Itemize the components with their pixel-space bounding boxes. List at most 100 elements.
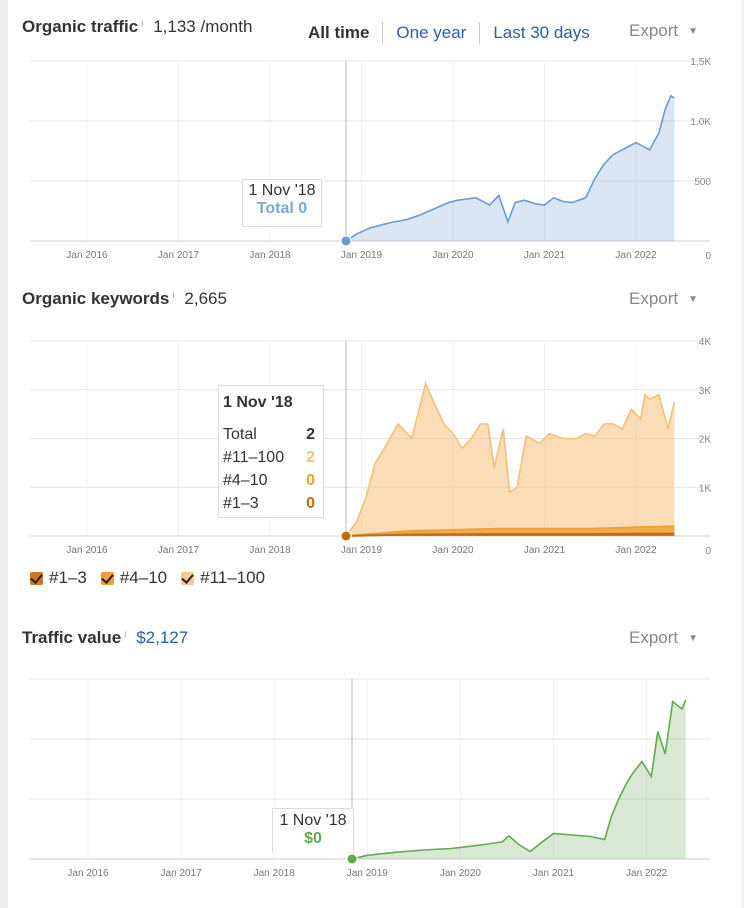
keywords-tooltip-date: 1 Nov '18 bbox=[223, 394, 293, 411]
series-line-0 bbox=[345, 94, 675, 242]
x-tick-label: Jan 2022 bbox=[626, 868, 668, 879]
time-range-selector: All time One year Last 30 days bbox=[308, 22, 603, 44]
x-tick-label: Jan 2017 bbox=[161, 868, 203, 879]
marker-dot bbox=[341, 236, 351, 246]
traffic-tooltip-total: Total 0 bbox=[243, 200, 321, 218]
keywords-tooltip-row: #11–100 2 bbox=[223, 446, 319, 469]
keywords-tooltip-label: #1–3 bbox=[223, 495, 259, 512]
value-tooltip: 1 Nov '18 $0 bbox=[272, 808, 354, 853]
traffic-tooltip-date: 1 Nov '18 bbox=[248, 182, 316, 199]
keywords-value: 2,665 bbox=[184, 289, 227, 308]
x-tick-label: Jan 2021 bbox=[524, 545, 566, 556]
checkbox-icon[interactable] bbox=[30, 571, 43, 585]
chevron-down-icon: ▼ bbox=[688, 26, 699, 37]
keywords-tooltip-label: #4–10 bbox=[223, 472, 268, 489]
x-tick-label: Jan 2022 bbox=[615, 545, 657, 556]
y-tick-label: 1.0K bbox=[690, 117, 711, 128]
keywords-legend: #1–3 #4–10 #11–100 bbox=[30, 568, 279, 588]
traffic-tooltip: 1 Nov '18 Total 0 bbox=[242, 179, 322, 227]
traffic-info-icon[interactable]: i bbox=[141, 18, 144, 28]
x-tick-label: Jan 2021 bbox=[533, 868, 575, 879]
x-tick-label: Jan 2019 bbox=[347, 868, 389, 879]
x-tick-label: Jan 2016 bbox=[67, 868, 109, 879]
series-line-0 bbox=[351, 699, 687, 860]
keywords-info-icon[interactable]: i bbox=[172, 290, 175, 300]
y-tick-label: 0 bbox=[705, 251, 711, 262]
value-tooltip-total: $0 bbox=[304, 830, 322, 847]
traffic-tooltip-total-value: 0 bbox=[298, 200, 308, 217]
keywords-tooltip-value: 2 bbox=[306, 426, 315, 443]
value-header: Traffic value i $2,127 bbox=[22, 628, 188, 648]
value-export-button[interactable]: Export ▼ bbox=[629, 628, 698, 648]
series-area-0 bbox=[346, 383, 675, 536]
x-tick-label: Jan 2018 bbox=[249, 250, 291, 261]
y-tick-label: 3K bbox=[699, 386, 712, 397]
keywords-tooltip: 1 Nov '18 Total 2 #11–100 2 #4–10 0 #1–3… bbox=[218, 385, 324, 518]
x-tick-label: Jan 2020 bbox=[432, 250, 474, 261]
traffic-export-label: Export bbox=[629, 21, 679, 40]
keywords-tooltip-label: Total bbox=[223, 426, 257, 443]
series-line-1 bbox=[345, 525, 675, 537]
keywords-tooltip-value: 2 bbox=[306, 449, 315, 466]
value-info-icon[interactable]: i bbox=[124, 629, 127, 639]
traffic-header: Organic traffic i 1,133 /month bbox=[22, 17, 252, 37]
series-area-0 bbox=[346, 95, 675, 241]
x-tick-label: Jan 2020 bbox=[440, 868, 482, 879]
page-left-border bbox=[0, 0, 8, 908]
range-one-year[interactable]: One year bbox=[382, 22, 481, 44]
keywords-header: Organic keywords i 2,665 bbox=[22, 289, 227, 309]
y-tick-label: 500 bbox=[694, 177, 711, 188]
x-tick-label: Jan 2022 bbox=[615, 250, 657, 261]
y-tick-label: 4K bbox=[699, 337, 712, 348]
legend-item-11-100[interactable]: #11–100 bbox=[181, 568, 265, 588]
keywords-tooltip-value: 0 bbox=[306, 472, 315, 489]
y-tick-label: 2K bbox=[699, 435, 712, 446]
x-tick-label: Jan 2016 bbox=[66, 250, 108, 261]
x-tick-label: Jan 2020 bbox=[432, 545, 474, 556]
series-area-0 bbox=[352, 700, 686, 859]
legend-item-1-3[interactable]: #1–3 bbox=[30, 568, 87, 588]
x-tick-label: Jan 2016 bbox=[66, 545, 108, 556]
traffic-title: Organic traffic bbox=[22, 17, 139, 36]
value-export-label: Export bbox=[629, 628, 679, 647]
x-tick-label: Jan 2019 bbox=[341, 545, 383, 556]
traffic-tooltip-total-label: Total bbox=[256, 200, 294, 217]
legend-label: #11–100 bbox=[200, 568, 266, 587]
x-tick-label: Jan 2021 bbox=[524, 250, 566, 261]
x-tick-label: Jan 2017 bbox=[158, 545, 200, 556]
keywords-title: Organic keywords bbox=[22, 289, 170, 308]
range-all-time[interactable]: All time bbox=[308, 23, 370, 42]
x-tick-label: Jan 2018 bbox=[249, 545, 291, 556]
chevron-down-icon: ▼ bbox=[688, 633, 699, 644]
keywords-tooltip-row: #1–3 0 bbox=[223, 492, 319, 515]
value-title: Traffic value bbox=[22, 628, 122, 647]
checkbox-icon[interactable] bbox=[181, 571, 195, 585]
traffic-export-button[interactable]: Export ▼ bbox=[629, 21, 698, 41]
checkbox-icon[interactable] bbox=[100, 571, 114, 585]
legend-label: #4–10 bbox=[119, 568, 168, 587]
legend-item-4-10[interactable]: #4–10 bbox=[100, 568, 168, 588]
traffic-value: 1,133 /month bbox=[153, 17, 253, 36]
keywords-export-button[interactable]: Export ▼ bbox=[629, 289, 698, 309]
keywords-tooltip-row: Total 2 bbox=[223, 423, 319, 446]
page-right-border bbox=[741, 0, 744, 908]
x-tick-label: Jan 2017 bbox=[158, 250, 200, 261]
series-line-2 bbox=[345, 532, 675, 537]
range-last-30-days[interactable]: Last 30 days bbox=[493, 23, 590, 42]
x-tick-label: Jan 2018 bbox=[254, 868, 296, 879]
y-tick-label: 1.5K bbox=[690, 57, 711, 68]
marker-dot bbox=[347, 854, 357, 864]
keywords-tooltip-value: 0 bbox=[306, 495, 315, 512]
keywords-tooltip-label: #11–100 bbox=[223, 449, 285, 466]
keywords-tooltip-row: #4–10 0 bbox=[223, 469, 319, 492]
value-amount[interactable]: $2,127 bbox=[136, 628, 189, 647]
y-tick-label: 0 bbox=[705, 546, 711, 557]
legend-label: #1–3 bbox=[49, 568, 87, 587]
chevron-down-icon: ▼ bbox=[688, 294, 699, 305]
series-line-0 bbox=[345, 380, 676, 537]
value-tooltip-date: 1 Nov '18 bbox=[279, 812, 347, 829]
keywords-export-label: Export bbox=[629, 289, 679, 308]
y-tick-label: 1K bbox=[699, 483, 712, 494]
x-tick-label: Jan 2019 bbox=[341, 250, 383, 261]
